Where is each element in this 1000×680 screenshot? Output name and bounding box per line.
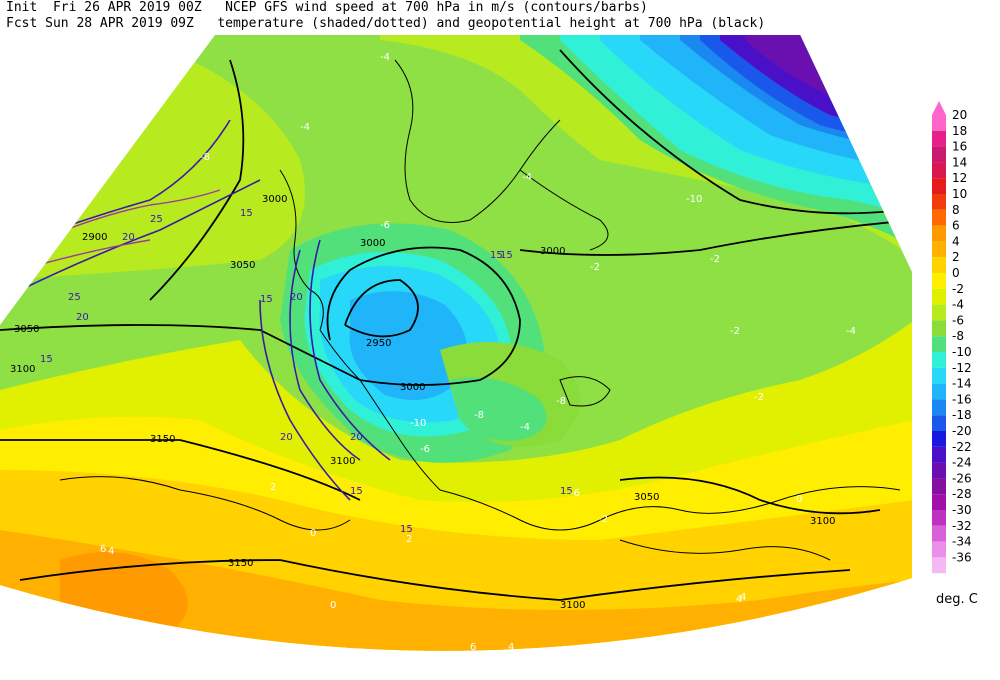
legend-swatch — [932, 510, 946, 526]
legend-level-label: -8 — [952, 329, 964, 343]
temperature-shading — [0, 35, 912, 651]
legend-level-label: -2 — [952, 282, 964, 296]
legend-swatch — [932, 399, 946, 416]
legend-level-label: 14 — [952, 155, 967, 169]
legend-level-label: -6 — [952, 313, 964, 327]
legend-level-label: 18 — [952, 124, 967, 138]
legend-swatch — [932, 446, 946, 463]
legend-level-label: -34 — [952, 535, 972, 549]
header-forecast-line: Fcst Sun 28 APR 2019 09Z temperature (sh… — [6, 16, 766, 31]
legend-units: deg. C — [936, 592, 978, 607]
legend-swatch — [932, 178, 946, 194]
legend-swatch — [932, 257, 946, 273]
legend-swatch — [932, 541, 946, 558]
legend-level-label: 6 — [952, 219, 960, 233]
legend-level-label: -12 — [952, 361, 972, 375]
legend-swatch — [932, 525, 946, 542]
legend-level-label: -22 — [952, 440, 972, 454]
legend-swatch — [932, 194, 946, 210]
legend-swatch — [932, 478, 946, 495]
legend-level-label: -36 — [952, 550, 972, 564]
legend-level-label: 20 — [952, 108, 967, 122]
legend-level-label: -16 — [952, 392, 972, 406]
legend-level-label: 12 — [952, 171, 967, 185]
legend-level-label: 4 — [952, 234, 960, 248]
legend-swatch — [932, 462, 946, 479]
legend-level-label: -32 — [952, 519, 972, 533]
legend-swatch — [932, 146, 946, 163]
legend-swatch — [932, 209, 946, 226]
legend-swatch — [932, 431, 946, 447]
legend-level-label: -30 — [952, 503, 972, 517]
legend-level-label: 10 — [952, 187, 967, 201]
legend-level-label: -10 — [952, 345, 972, 359]
legend-arrow-top — [932, 101, 946, 115]
legend-swatch — [932, 273, 946, 289]
legend-swatch — [932, 415, 946, 431]
legend-swatch — [932, 367, 946, 384]
legend-level-label: 2 — [952, 250, 960, 264]
legend-level-label: -28 — [952, 487, 972, 501]
legend-level-label: -24 — [952, 456, 972, 470]
height-contours — [0, 49, 912, 601]
legend-swatch — [932, 162, 946, 179]
legend-level-label: 16 — [952, 140, 967, 154]
legend-level-label: -20 — [952, 424, 972, 438]
legend-swatch — [932, 130, 946, 147]
legend-swatch — [932, 241, 946, 258]
legend-level-label: -4 — [952, 298, 964, 312]
legend-level-label: 8 — [952, 203, 960, 217]
legend-swatch — [932, 320, 946, 337]
legend-swatch — [932, 304, 946, 321]
legend-level-label: -18 — [952, 408, 972, 422]
legend-level-label: -14 — [952, 377, 972, 391]
legend-swatch — [932, 288, 946, 305]
temperature-legend: 20181614121086420-2-4-6-8-10-12-14-16-18… — [932, 101, 972, 574]
legend-swatch — [932, 557, 946, 574]
header-init-line: Init Fri 26 APR 2019 00Z NCEP GFS wind s… — [6, 0, 648, 15]
coastlines — [59, 59, 901, 561]
legend-swatch — [932, 225, 946, 242]
legend-swatch — [932, 383, 946, 400]
legend-level-label: -26 — [952, 471, 972, 485]
legend-level-label: 0 — [952, 266, 960, 280]
legend-swatch — [932, 115, 946, 131]
legend-swatch — [932, 352, 946, 368]
legend-swatch — [932, 336, 946, 352]
forecast-map — [0, 35, 912, 651]
legend-swatch — [932, 494, 946, 510]
